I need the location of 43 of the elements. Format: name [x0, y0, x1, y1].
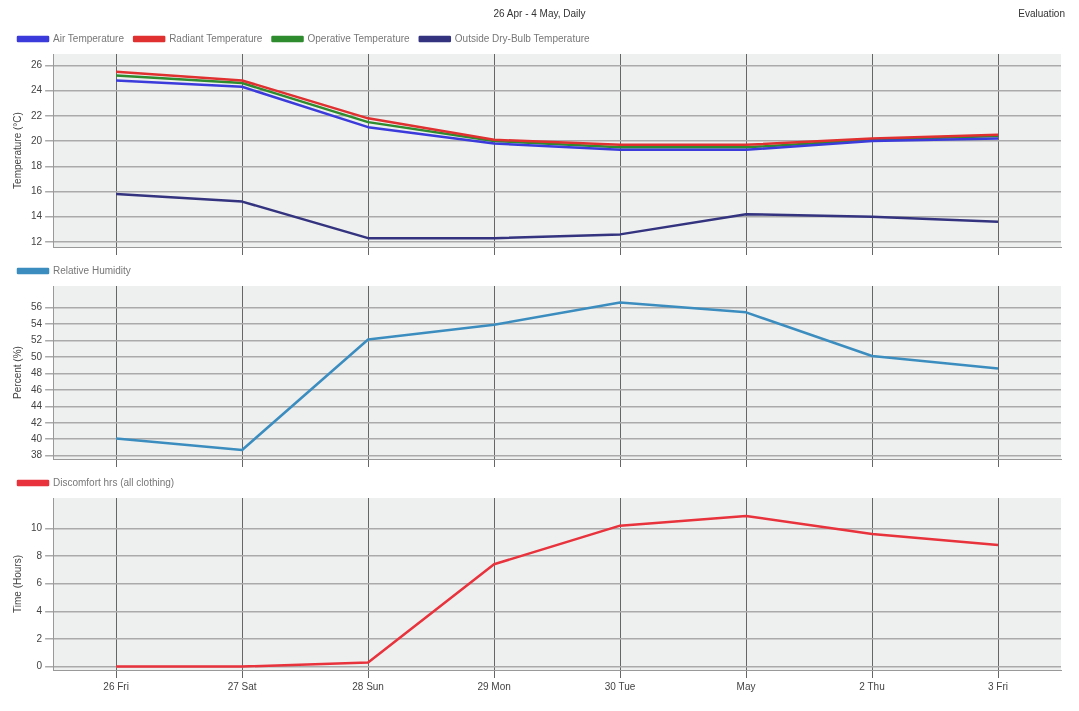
x-tick-label: 29 Mon: [477, 680, 511, 692]
y-tick-label: 10: [31, 522, 43, 534]
x-tick-label: 2 Thu: [859, 680, 885, 692]
text: Evaluation: [1018, 8, 1065, 19]
y-tick-label: 44: [31, 400, 43, 412]
x-tick-label: May: [736, 680, 756, 692]
y-tick-label: 14: [31, 210, 43, 222]
chart-title: 26 Apr - 4 May, Daily: [493, 8, 586, 19]
legend-label: Relative Humidity: [53, 264, 131, 276]
legend-label: Outside Dry-Bulb Temperature: [454, 32, 591, 44]
y-axis-title: Temperature (°C): [11, 112, 23, 189]
y-tick-label: 22: [31, 109, 43, 121]
legend-label: Air Temperature: [53, 32, 125, 44]
y-tick-label: 20: [31, 134, 43, 146]
x-tick-label: 3 Fri: [988, 680, 1009, 692]
x-tick-label: 30 Tue: [604, 680, 636, 692]
y-tick-label: 18: [31, 160, 43, 172]
y-tick-label: 24: [31, 84, 43, 96]
y-tick-label: 12: [31, 235, 43, 247]
x-tick-label: 26 Fri: [103, 680, 129, 692]
y-tick-label: 6: [36, 577, 43, 589]
legend-label: Discomfort hrs (all clothing): [53, 476, 175, 488]
y-tick-label: 56: [31, 301, 43, 313]
y-axis-title: Time (Hours): [11, 555, 23, 613]
y-tick-label: 2: [36, 632, 43, 644]
y-tick-label: 26: [31, 59, 43, 71]
x-tick-label: 28 Sun: [352, 680, 384, 692]
y-tick-label: 38: [31, 449, 43, 461]
y-tick-label: 0: [36, 660, 43, 672]
y-tick-label: 40: [31, 432, 43, 444]
legend-label: Operative Temperature: [307, 32, 411, 44]
y-tick-label: 16: [31, 185, 43, 197]
legend-label: Radiant Temperature: [169, 32, 263, 44]
y-tick-label: 52: [31, 334, 43, 346]
x-tick-label: 27 Sat: [227, 680, 257, 692]
y-tick-label: 54: [31, 317, 43, 329]
y-tick-label: 8: [36, 549, 43, 561]
y-tick-label: 48: [31, 367, 43, 379]
y-tick-label: 4: [36, 605, 43, 617]
y-tick-label: 46: [31, 383, 43, 395]
y-axis-title: Percent (%): [11, 346, 23, 399]
y-tick-label: 50: [31, 350, 43, 362]
y-tick-label: 42: [31, 416, 43, 428]
